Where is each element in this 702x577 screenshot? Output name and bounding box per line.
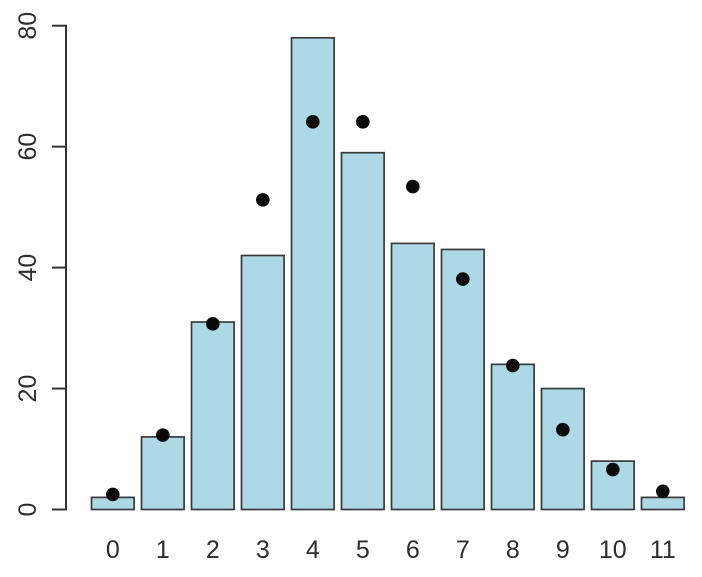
x-axis-tick-label: 10 [599, 536, 627, 564]
x-axis-tick-label: 0 [106, 536, 120, 564]
expected-point [606, 462, 620, 477]
bar [640, 496, 685, 511]
expected-point [456, 272, 470, 286]
y-axis-tick-label: 0 [14, 503, 42, 517]
y-axis-tick-label: 20 [14, 375, 42, 403]
expected-point [156, 428, 170, 442]
y-axis-tick-label: 60 [14, 133, 42, 161]
expected-point [255, 193, 270, 207]
x-axis-tick-label: 9 [556, 536, 570, 564]
y-axis-tick-label: 80 [14, 12, 42, 40]
bar [140, 436, 185, 511]
expected-point [106, 487, 120, 502]
expected-point [506, 358, 520, 373]
x-axis-tick-label: 3 [256, 536, 270, 564]
bar [190, 321, 235, 511]
bar [390, 242, 435, 511]
y-axis-tick-label: 40 [14, 254, 42, 282]
expected-point [556, 422, 570, 437]
bar [340, 151, 385, 511]
expected-point [306, 115, 320, 129]
x-axis-tick-label: 7 [456, 536, 470, 564]
expected-point [356, 115, 370, 129]
bar [440, 248, 485, 511]
x-axis-tick-label: 11 [650, 536, 676, 564]
x-axis-tick-label: 8 [506, 536, 520, 564]
bar [240, 254, 285, 511]
bar [540, 387, 585, 511]
x-axis-tick-label: 2 [206, 536, 220, 564]
expected-point [406, 179, 420, 194]
x-axis-tick-label: 4 [306, 536, 320, 564]
bar [290, 36, 335, 511]
x-axis-tick-label: 6 [406, 536, 420, 564]
expected-point [656, 484, 670, 499]
expected-point [206, 317, 220, 331]
x-axis-tick-label: 5 [356, 536, 370, 564]
x-axis-tick-label: 1 [156, 536, 170, 564]
bar [490, 363, 535, 511]
